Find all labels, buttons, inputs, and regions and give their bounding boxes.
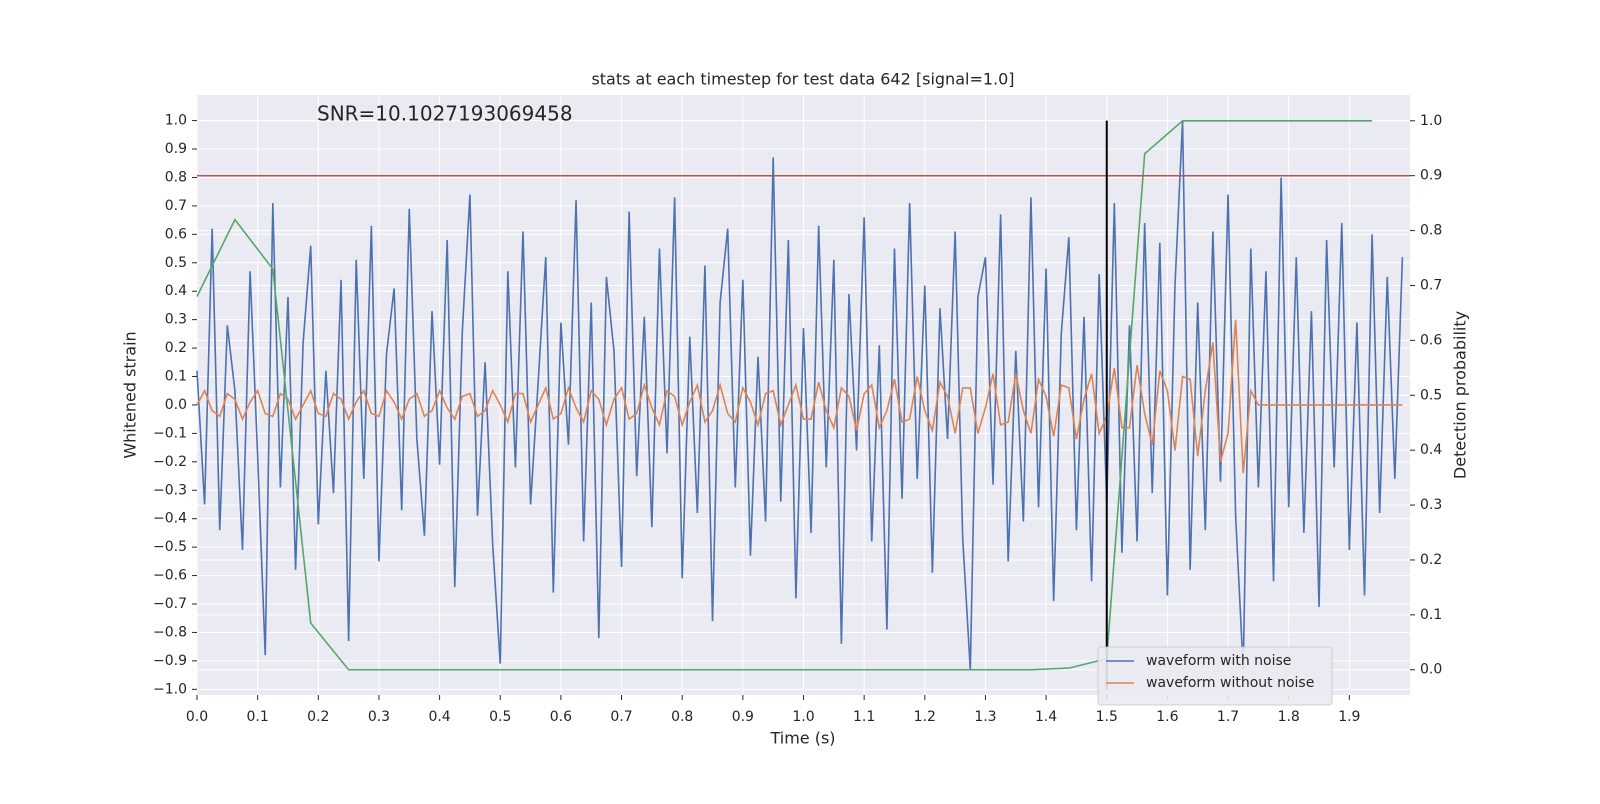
axes: 0.0 0.1 0.2 0.3 0.4 0.5 0.6 0.7 0.8 0.9 1.0 1.1 1.2 1…: [153, 113, 1442, 725]
y-tick-label: 0.6: [165, 226, 187, 242]
y-tick-label: −0.7: [153, 596, 187, 612]
x-tick-label: 1.2: [914, 709, 936, 725]
x-tick-label: 0.2: [307, 709, 329, 725]
legend-label: waveform with noise: [1146, 653, 1291, 669]
legend-label: waveform without noise: [1146, 675, 1314, 691]
x-tick-label: 0.8: [671, 709, 693, 725]
y-tick-label: 0.7: [165, 198, 187, 214]
y-axis-label: Whitened strain: [121, 331, 140, 458]
y-tick-label: 0.9: [165, 141, 187, 157]
y2-tick-label: 0.8: [1420, 223, 1442, 239]
y-tick-label: 0.8: [165, 169, 187, 185]
x-tick-label: 0.0: [186, 709, 208, 725]
y2-tick-label: 0.3: [1420, 497, 1442, 513]
y-tick-label: 0.1: [165, 369, 187, 385]
y2-tick-label: 0.4: [1420, 442, 1442, 458]
x-tick-label: 0.9: [732, 709, 754, 725]
grid: [196, 95, 1410, 695]
x-tick-label: 0.5: [489, 709, 511, 725]
y-tick-label: −0.9: [153, 653, 187, 669]
x-tick-label: 0.3: [368, 709, 390, 725]
x-tick-label: 0.7: [610, 709, 632, 725]
series-line: [196, 120, 1373, 671]
y-tick-label: −0.8: [153, 624, 187, 640]
x-tick-label: 1.1: [853, 709, 875, 725]
y2-tick-label: 0.9: [1420, 168, 1442, 184]
y2-tick-label: 0.1: [1420, 607, 1442, 623]
y-tick-label: −0.1: [153, 425, 187, 441]
y-tick-label: 0.2: [165, 340, 187, 356]
x-tick-label: 0.1: [247, 709, 269, 725]
y-tick-label: −0.6: [153, 568, 187, 584]
y2-tick-label: 0.0: [1420, 662, 1442, 678]
y-tick-label: −1.0: [153, 681, 187, 697]
y2-tick-label: 0.7: [1420, 277, 1442, 293]
legend-box: [1097, 646, 1333, 706]
series-line: [196, 120, 1404, 670]
x-tick-label: 1.7: [1217, 709, 1239, 725]
x-tick-label: 1.6: [1156, 709, 1178, 725]
y-tick-label: 0.0: [165, 397, 187, 413]
x-tick-label: 1.8: [1278, 709, 1300, 725]
y-tick-label: −0.4: [153, 511, 187, 527]
legend: waveform with noise waveform without nois…: [1097, 646, 1333, 706]
y-tick-label: 1.0: [165, 113, 187, 129]
y2-tick-label: 0.2: [1420, 552, 1442, 568]
y2-tick-label: 0.6: [1420, 332, 1442, 348]
x-axis-label: Time (s): [769, 729, 835, 748]
marks: [196, 120, 1410, 690]
y-tick-label: −0.5: [153, 539, 187, 555]
y-tick-label: −0.3: [153, 482, 187, 498]
y-tick-label: 0.3: [165, 312, 187, 328]
x-tick-label: 1.5: [1096, 709, 1118, 725]
x-tick-label: 1.3: [974, 709, 996, 725]
x-tick-label: 0.4: [428, 709, 450, 725]
y-tick-label: 0.5: [165, 255, 187, 271]
x-tick-label: 0.6: [550, 709, 572, 725]
y2-tick-label: 1.0: [1420, 113, 1442, 129]
x-tick-label: 1.9: [1338, 709, 1360, 725]
series-line: [196, 319, 1403, 474]
x-tick-label: 1.0: [792, 709, 814, 725]
y2-axis-label: Detection probability: [1451, 311, 1470, 479]
chart-title: stats at each timestep for test data 642…: [591, 70, 1014, 89]
x-tick-label: 1.4: [1035, 709, 1057, 725]
y-tick-label: −0.2: [153, 454, 187, 470]
annotation: SNR=10.1027193069458: [317, 102, 573, 126]
y-tick-label: 0.4: [165, 283, 187, 299]
y2-tick-label: 0.5: [1420, 387, 1442, 403]
